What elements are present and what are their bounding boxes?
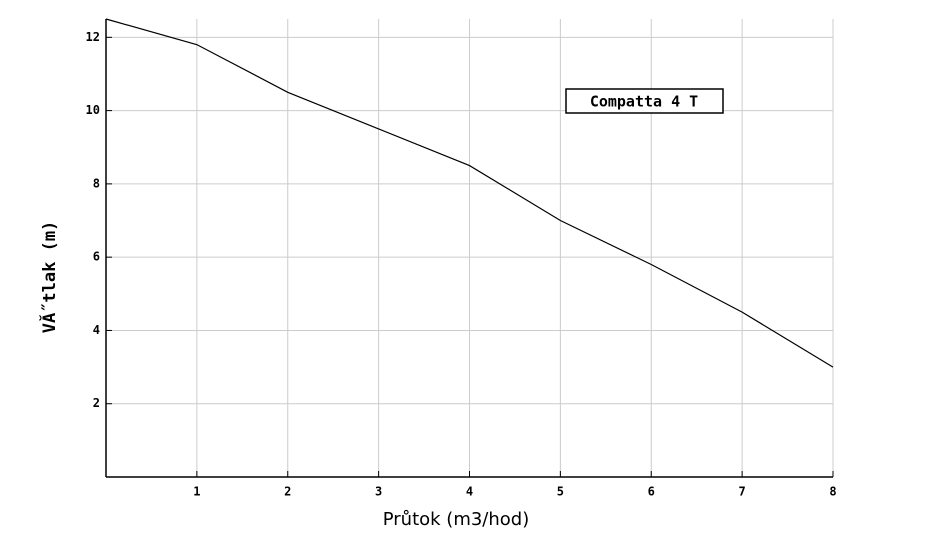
x-tick-label: 5 bbox=[557, 485, 564, 499]
x-axis-label: Průtok (m3/hod) bbox=[383, 509, 530, 530]
y-tick-label: 2 bbox=[93, 396, 100, 410]
annotation-box bbox=[565, 88, 724, 114]
annotation: Compatta 4 T bbox=[590, 93, 698, 111]
y-tick-label: 6 bbox=[93, 250, 100, 264]
x-tick-label: 7 bbox=[739, 485, 746, 499]
y-tick-label: 4 bbox=[93, 323, 100, 337]
y-tick-label: 8 bbox=[93, 176, 100, 190]
x-tick-label: 2 bbox=[284, 485, 291, 499]
x-tick-label: 3 bbox=[375, 485, 382, 499]
y-tick-label: 12 bbox=[86, 30, 100, 44]
x-tick-label: 6 bbox=[648, 485, 655, 499]
line bbox=[105, 18, 834, 368]
y-axis-label: VĂ˝tlak (m) bbox=[38, 221, 60, 334]
x-tick-label: 4 bbox=[466, 485, 473, 499]
x-tick-label: 8 bbox=[829, 485, 836, 499]
x-tick-label: 1 bbox=[193, 485, 200, 499]
y-tick-label: 10 bbox=[86, 103, 100, 117]
